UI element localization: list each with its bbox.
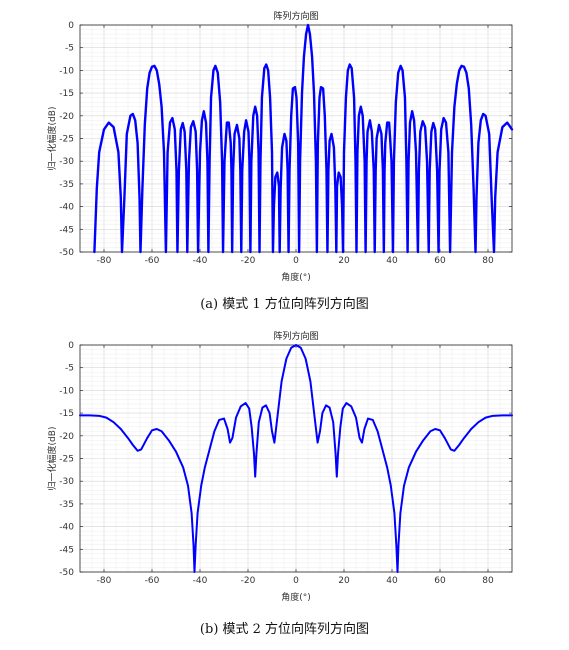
y-tick-label: -10	[59, 66, 74, 76]
x-tick-label: 0	[293, 256, 299, 266]
y-tick-label: -20	[59, 112, 74, 122]
x-tick-label: 20	[338, 256, 350, 266]
y-tick-label: 0	[68, 21, 74, 31]
y-tick-label: -45	[59, 545, 74, 555]
y-tick-label: -50	[59, 248, 74, 258]
x-tick-label: -60	[145, 576, 160, 586]
x-tick-label: 80	[482, 576, 494, 586]
y-tick-label: -35	[59, 180, 74, 190]
figure-caption: (a) 模式 1 方位向阵列方向图	[200, 296, 369, 312]
series-line	[79, 344, 513, 573]
y-tick-label: -30	[59, 157, 74, 167]
y-tick-label: -40	[59, 203, 74, 213]
x-tick-label: 0	[293, 576, 299, 586]
x-axis-label: 角度(°)	[281, 591, 311, 603]
x-axis-label: 角度(°)	[281, 271, 311, 283]
axis-ticks: -80 -60 -40 -20 0 20 40 60 80 0 -5 -10 -15 -20 -25 -30 -…	[59, 21, 512, 266]
y-tick-label: -25	[59, 135, 74, 145]
chart-title: 阵列方向图	[273, 330, 318, 342]
x-tick-label: -80	[97, 256, 112, 266]
x-tick-label: 60	[434, 256, 446, 266]
chart-mode1: -80 -60 -40 -20 0 20 40 60 80 0 -5 -10 -15 -20 -25 -30 -…	[46, 10, 514, 312]
x-tick-label: 40	[386, 256, 398, 266]
x-tick-label: -20	[241, 256, 256, 266]
y-tick-label: -15	[59, 89, 74, 99]
y-axis-label: 归一化幅度(dB)	[46, 107, 58, 171]
y-tick-label: -10	[59, 386, 74, 396]
y-tick-label: -30	[59, 477, 74, 487]
y-tick-label: -20	[59, 432, 74, 442]
x-tick-label: 20	[338, 576, 350, 586]
x-tick-label: 80	[482, 256, 494, 266]
y-tick-label: -45	[59, 225, 74, 235]
y-tick-label: -50	[59, 568, 74, 578]
axis-ticks: -80 -60 -40 -20 0 20 40 60 80 0 -5 -10 -15 -20 -25 -30 -…	[59, 341, 512, 586]
y-tick-label: 0	[68, 341, 74, 351]
y-tick-label: -5	[65, 44, 74, 54]
x-tick-label: -40	[193, 576, 208, 586]
y-tick-label: -5	[65, 364, 74, 374]
x-tick-label: -60	[145, 256, 160, 266]
y-tick-label: -25	[59, 455, 74, 465]
grid	[79, 344, 513, 573]
series-line	[93, 23, 514, 254]
y-axis-label: 归一化幅度(dB)	[46, 427, 58, 491]
x-tick-label: -40	[193, 256, 208, 266]
x-tick-label: -20	[241, 576, 256, 586]
x-tick-label: 40	[386, 576, 398, 586]
y-tick-label: -15	[59, 409, 74, 419]
y-tick-label: -40	[59, 523, 74, 533]
figure-caption: (b) 模式 2 方位向阵列方向图	[200, 621, 369, 637]
chart-mode2: -80 -60 -40 -20 0 20 40 60 80 0 -5 -10 -15 -20 -25 -30 -…	[46, 330, 513, 637]
x-tick-label: -80	[97, 576, 112, 586]
x-tick-label: 60	[434, 576, 446, 586]
chart-title: 阵列方向图	[273, 10, 318, 22]
y-tick-label: -35	[59, 500, 74, 510]
